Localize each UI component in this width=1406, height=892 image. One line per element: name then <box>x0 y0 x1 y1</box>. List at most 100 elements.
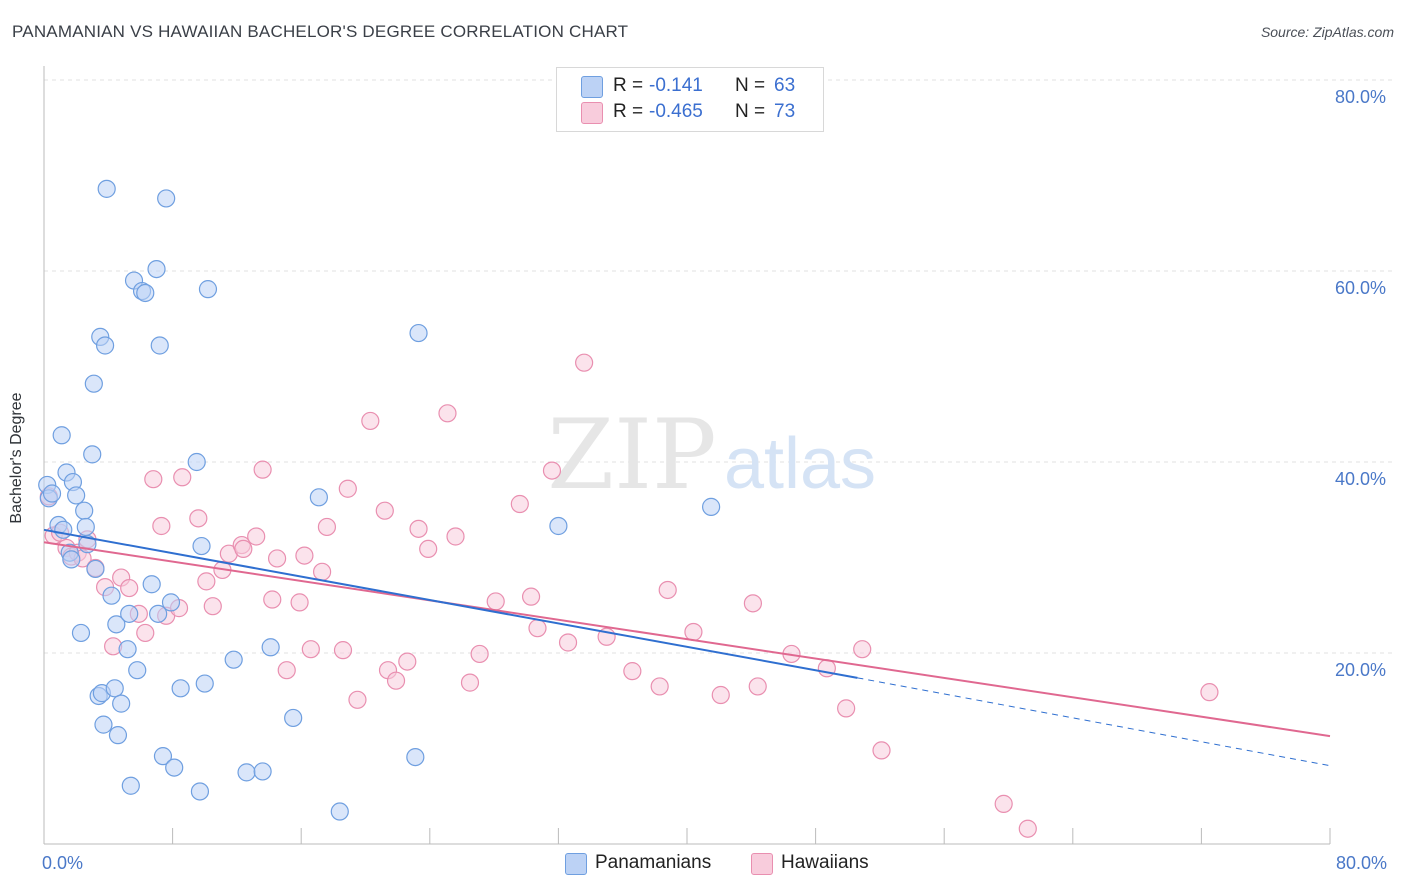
n-label: N = <box>735 101 766 122</box>
r-value: -0.465 <box>649 101 703 122</box>
data-point <box>267 549 287 568</box>
data-point <box>253 460 272 479</box>
data-point <box>748 677 767 696</box>
data-point <box>247 527 266 546</box>
data-point <box>743 594 763 613</box>
y-tick-60: 60.0% <box>1335 278 1387 298</box>
panamanians-trend-extension <box>857 677 1331 767</box>
data-point <box>75 501 94 520</box>
data-point <box>128 661 147 680</box>
data-point <box>837 699 856 718</box>
data-point <box>549 516 568 536</box>
data-point <box>118 640 137 659</box>
data-point <box>338 479 357 498</box>
data-point <box>1018 819 1037 838</box>
data-point <box>94 715 113 734</box>
data-point <box>994 794 1013 813</box>
data-point <box>62 550 81 569</box>
data-point <box>295 546 314 565</box>
data-point <box>528 619 547 638</box>
data-point <box>195 674 214 693</box>
n-value: 73 <box>774 101 796 122</box>
data-point <box>153 747 173 766</box>
data-point <box>330 802 349 821</box>
data-point <box>333 641 353 660</box>
watermark-atlas: atlas <box>724 424 876 504</box>
data-point <box>361 411 380 431</box>
data-point <box>521 587 541 606</box>
data-point <box>84 374 103 393</box>
data-point <box>419 539 438 559</box>
data-point <box>86 559 105 579</box>
source-note: Source: ZipAtlas.com <box>1260 24 1394 40</box>
data-point <box>187 452 206 472</box>
data-point <box>470 644 489 664</box>
panamanians-trend-line <box>43 528 858 679</box>
data-point <box>398 652 417 671</box>
data-point <box>150 336 169 355</box>
data-point <box>197 572 216 591</box>
r-label: R = <box>613 101 644 122</box>
data-point <box>853 640 872 659</box>
data-point <box>71 623 91 643</box>
data-point <box>510 494 529 514</box>
y-tick-80: 80.0% <box>1335 87 1387 107</box>
data-point <box>147 259 166 279</box>
legend-label: Panamanians <box>595 852 712 873</box>
data-point <box>76 517 95 537</box>
data-point <box>237 763 256 782</box>
data-point <box>1200 683 1219 702</box>
data-point <box>224 650 243 669</box>
data-point <box>171 679 190 698</box>
data-point <box>67 486 86 505</box>
data-point <box>317 517 337 537</box>
data-point <box>684 622 703 642</box>
data-point <box>152 516 171 536</box>
trend-lines <box>43 528 1331 767</box>
data-point <box>348 690 367 709</box>
data-point <box>173 468 192 487</box>
blue-swatch <box>565 853 587 875</box>
data-point <box>161 593 181 612</box>
data-point <box>192 536 211 556</box>
pink-swatch <box>581 102 603 124</box>
stats-legend: R = -0.141 N = 63 R = -0.465 N = 73 <box>556 67 824 132</box>
data-point <box>309 488 328 507</box>
axes <box>43 66 1331 845</box>
data-point <box>203 597 222 616</box>
data-point <box>52 426 71 445</box>
data-point <box>290 593 309 612</box>
data-point <box>144 470 163 489</box>
data-point <box>253 762 272 781</box>
data-point <box>120 578 139 598</box>
data-point <box>409 519 428 538</box>
data-point <box>277 661 296 680</box>
data-point <box>189 509 208 528</box>
data-point <box>312 562 332 581</box>
data-point <box>575 353 594 372</box>
y-tick-40: 40.0% <box>1335 469 1387 489</box>
data-point <box>406 747 425 767</box>
data-point <box>702 497 721 516</box>
data-point <box>375 501 394 520</box>
data-point <box>872 741 891 760</box>
r-value: -0.141 <box>649 75 703 96</box>
data-point <box>142 575 161 594</box>
data-point <box>107 615 126 634</box>
data-point <box>149 604 168 623</box>
data-point <box>558 633 578 652</box>
data-point <box>261 638 280 657</box>
data-point <box>112 694 131 713</box>
data-point <box>234 539 253 559</box>
data-point <box>83 445 102 464</box>
data-point <box>97 179 116 198</box>
watermark-zip: ZIP <box>547 399 716 511</box>
data-point <box>386 671 406 690</box>
data-point <box>409 323 428 343</box>
data-point <box>460 673 480 692</box>
data-point <box>301 640 320 659</box>
x-tick-max: 80.0% <box>1336 853 1388 873</box>
watermark: ZIP atlas <box>547 399 876 511</box>
data-point <box>95 336 115 355</box>
n-label: N = <box>735 75 766 96</box>
